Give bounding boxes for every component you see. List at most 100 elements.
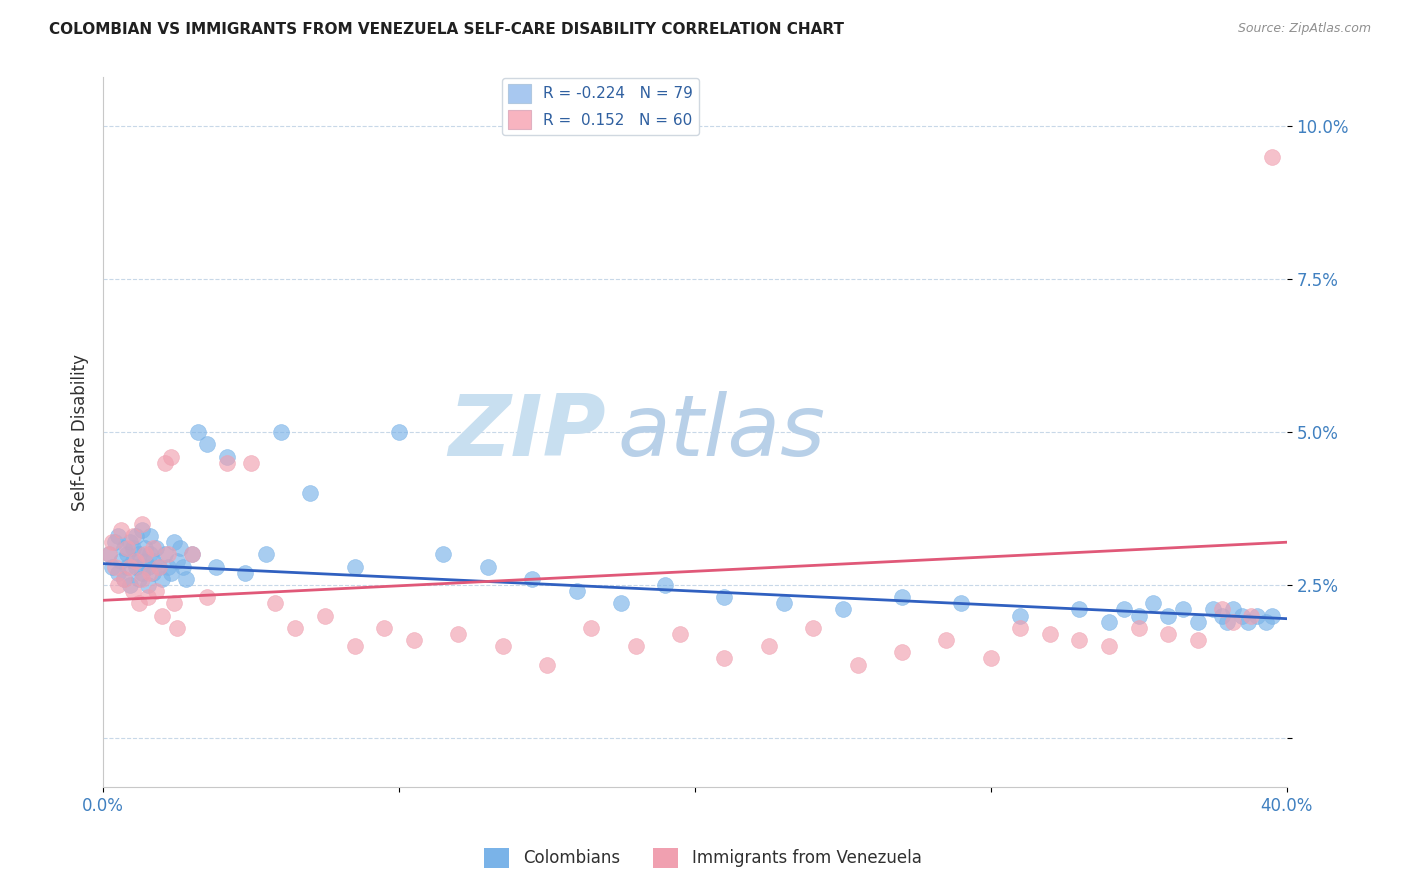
Point <box>112 541 135 556</box>
Point <box>142 541 165 556</box>
Point <box>1261 608 1284 623</box>
Point <box>713 591 735 605</box>
Point <box>118 559 141 574</box>
Point <box>950 596 973 610</box>
Point <box>1222 615 1244 629</box>
Legend: Colombians, Immigrants from Venezuela: Colombians, Immigrants from Venezuela <box>478 841 928 875</box>
Point <box>343 639 366 653</box>
Text: Source: ZipAtlas.com: Source: ZipAtlas.com <box>1237 22 1371 36</box>
Point <box>1039 627 1062 641</box>
Point <box>155 456 177 470</box>
Point <box>110 523 132 537</box>
Point <box>1187 615 1209 629</box>
Point <box>891 645 914 659</box>
Y-axis label: Self-Care Disability: Self-Care Disability <box>72 353 89 510</box>
Point <box>157 559 180 574</box>
Point <box>124 553 146 567</box>
Point <box>148 559 170 574</box>
Point <box>772 596 794 610</box>
Point <box>180 548 202 562</box>
Point <box>1240 608 1263 623</box>
Point <box>174 572 197 586</box>
Point <box>134 553 156 567</box>
Point <box>131 572 153 586</box>
Point <box>846 657 869 672</box>
Point <box>121 553 143 567</box>
Point <box>104 535 127 549</box>
Point <box>136 591 159 605</box>
Point <box>1187 633 1209 648</box>
Point <box>217 456 239 470</box>
Point <box>121 529 143 543</box>
Point <box>187 425 209 439</box>
Point <box>1246 608 1268 623</box>
Point <box>1157 608 1180 623</box>
Point <box>1211 608 1233 623</box>
Point <box>1157 627 1180 641</box>
Point <box>118 578 141 592</box>
Point <box>134 548 156 562</box>
Point <box>491 639 513 653</box>
Point <box>1010 608 1032 623</box>
Point <box>155 548 177 562</box>
Point <box>131 516 153 531</box>
Point <box>115 559 138 574</box>
Point <box>284 621 307 635</box>
Point <box>139 529 162 543</box>
Point <box>169 541 191 556</box>
Point <box>254 548 277 562</box>
Point <box>980 651 1002 665</box>
Point <box>624 639 647 653</box>
Point <box>610 596 633 610</box>
Point <box>1112 602 1135 616</box>
Point <box>139 548 162 562</box>
Point <box>121 584 143 599</box>
Point <box>118 535 141 549</box>
Point <box>128 548 150 562</box>
Point <box>195 591 218 605</box>
Point <box>163 535 186 549</box>
Point <box>128 596 150 610</box>
Legend: R = -0.224   N = 79, R =  0.152   N = 60: R = -0.224 N = 79, R = 0.152 N = 60 <box>502 78 699 135</box>
Point <box>172 559 194 574</box>
Point <box>180 548 202 562</box>
Point <box>148 559 170 574</box>
Point <box>432 548 454 562</box>
Point <box>150 608 173 623</box>
Point <box>157 548 180 562</box>
Point <box>1098 615 1121 629</box>
Point <box>124 529 146 543</box>
Point <box>139 566 162 580</box>
Point <box>758 639 780 653</box>
Point <box>112 572 135 586</box>
Point <box>166 553 188 567</box>
Point <box>166 621 188 635</box>
Point <box>314 608 336 623</box>
Point <box>128 572 150 586</box>
Point <box>134 541 156 556</box>
Point <box>477 559 499 574</box>
Point <box>1128 608 1150 623</box>
Point <box>654 578 676 592</box>
Point <box>1211 602 1233 616</box>
Point <box>669 627 692 641</box>
Point <box>142 553 165 567</box>
Point <box>1201 602 1223 616</box>
Point <box>402 633 425 648</box>
Point <box>520 572 543 586</box>
Point <box>131 523 153 537</box>
Text: ZIP: ZIP <box>449 391 606 474</box>
Point <box>713 651 735 665</box>
Point <box>1261 150 1284 164</box>
Point <box>121 541 143 556</box>
Point <box>1069 602 1091 616</box>
Point <box>388 425 411 439</box>
Point <box>160 566 183 580</box>
Point <box>142 566 165 580</box>
Point <box>145 541 167 556</box>
Text: COLOMBIAN VS IMMIGRANTS FROM VENEZUELA SELF-CARE DISABILITY CORRELATION CHART: COLOMBIAN VS IMMIGRANTS FROM VENEZUELA S… <box>49 22 844 37</box>
Point <box>240 456 263 470</box>
Point <box>891 591 914 605</box>
Point <box>107 529 129 543</box>
Point <box>447 627 470 641</box>
